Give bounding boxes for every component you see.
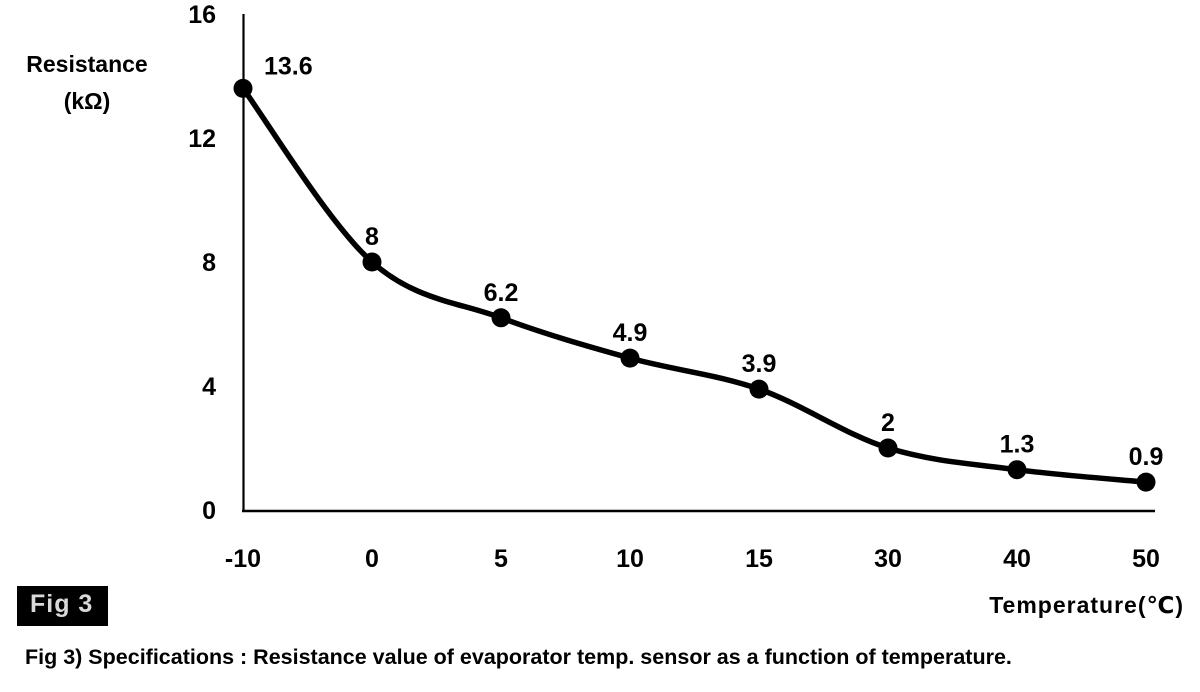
data-point bbox=[749, 379, 769, 399]
point-label: 6.2 bbox=[484, 279, 519, 307]
x-tick-label: 15 bbox=[745, 545, 773, 573]
data-point bbox=[620, 348, 640, 368]
point-label: 4.9 bbox=[613, 319, 648, 347]
data-point bbox=[1136, 472, 1156, 492]
y-tick-label: 4 bbox=[202, 373, 216, 401]
y-axis-title: Resistance (kΩ) bbox=[16, 46, 158, 120]
data-point bbox=[362, 252, 382, 272]
y-axis-title-text: Resistance bbox=[26, 51, 148, 77]
figure-caption: Fig 3) Specifications : Resistance value… bbox=[25, 645, 1012, 669]
figure-badge: Fig 3 bbox=[17, 586, 109, 626]
y-tick-label: 16 bbox=[188, 1, 216, 29]
y-axis-unit: (kΩ) bbox=[63, 88, 111, 114]
x-tick-label: -10 bbox=[225, 545, 261, 573]
y-tick-label: 8 bbox=[202, 249, 216, 277]
point-label: 1.3 bbox=[1000, 431, 1035, 459]
x-tick-label: 5 bbox=[494, 545, 508, 573]
data-line bbox=[240, 85, 1149, 485]
point-label: 3.9 bbox=[742, 350, 777, 378]
x-tick-label: 40 bbox=[1003, 545, 1031, 573]
data-point bbox=[878, 438, 898, 458]
y-tick-label: 12 bbox=[188, 125, 216, 153]
x-tick-label: 30 bbox=[874, 545, 902, 573]
point-label: 0.9 bbox=[1129, 443, 1164, 471]
point-label: 13.6 bbox=[264, 52, 313, 80]
data-point bbox=[1007, 460, 1027, 480]
point-label: 2 bbox=[881, 409, 895, 437]
x-axis-title: Temperature(℃) bbox=[989, 592, 1184, 618]
x-tick-label: 50 bbox=[1132, 545, 1160, 573]
x-tick-label: 0 bbox=[365, 545, 379, 573]
y-tick-label: 0 bbox=[202, 497, 216, 525]
data-point bbox=[491, 308, 511, 328]
x-tick-label: 10 bbox=[616, 545, 644, 573]
data-point bbox=[233, 78, 253, 98]
point-label: 8 bbox=[365, 223, 379, 251]
